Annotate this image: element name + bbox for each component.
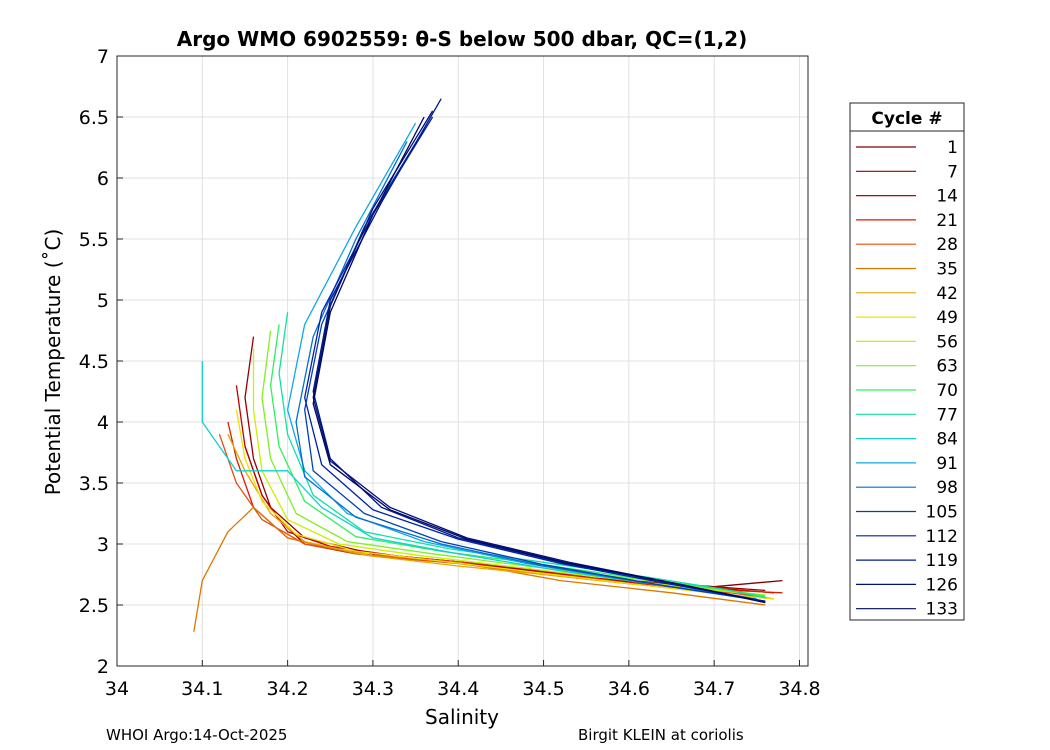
legend-label: 133: [926, 600, 958, 620]
y-tick-label: 7: [97, 46, 109, 68]
footer-right: Birgit KLEIN at coriolis: [578, 726, 744, 744]
x-tick-label: 34.2: [266, 678, 308, 700]
legend-label: 28: [936, 235, 958, 255]
legend-label: 56: [936, 332, 958, 352]
y-tick-label: 3.5: [79, 473, 109, 495]
legend-label: 7: [947, 162, 958, 182]
x-tick-label: 34.3: [352, 678, 394, 700]
series-line-cycle-112: [304, 116, 766, 602]
y-tick-label: 2: [97, 656, 109, 678]
footer-left: WHOI Argo:14-Oct-2025: [106, 726, 288, 744]
legend-label: 126: [926, 575, 958, 595]
legend-label: 105: [926, 503, 958, 523]
x-tick-label: 34.8: [778, 678, 820, 700]
legend-label: 98: [936, 478, 958, 498]
legend-label: 21: [936, 211, 958, 231]
legend-label: 49: [936, 308, 958, 328]
y-axis-label: Potential Temperature (˚C): [41, 229, 65, 496]
legend-label: 70: [936, 381, 958, 401]
x-axis-label: Salinity: [425, 705, 499, 729]
series-line-cycle-84: [201, 361, 749, 599]
series-lines: [193, 98, 783, 632]
legend-label: 112: [926, 527, 958, 547]
x-tick-label: 34.5: [522, 678, 564, 700]
legend-label: 119: [926, 551, 958, 571]
legend-label: 14: [936, 187, 958, 207]
x-tick-label: 34.6: [608, 678, 650, 700]
y-tick-label: 2.5: [79, 595, 109, 617]
legend-label: 1: [947, 138, 958, 158]
legend-label: 91: [936, 454, 958, 474]
legend: Cycle # 1 7 14 21 28 35 42 49 56 63 70 77 84 91 98 105 1…: [849, 102, 965, 621]
grid-lines: [116, 55, 808, 667]
legend-label: 77: [936, 405, 958, 425]
series-line-cycle-56: [252, 348, 766, 596]
y-tick-label: 6.5: [79, 107, 109, 129]
y-tick-label: 5: [97, 290, 109, 312]
legend-label: 35: [936, 260, 958, 280]
axes: 34 34.1 34.2 34.3 34.4 34.5 34.6 34.7 34.8 2 2.5 3 3…: [79, 46, 821, 700]
series-line-cycle-133: [312, 116, 766, 604]
legend-label: 63: [936, 357, 958, 377]
x-tick-label: 34.7: [693, 678, 735, 700]
series-line-cycle-49: [235, 409, 774, 600]
legend-title: Cycle #: [871, 109, 942, 129]
chart-title: Argo WMO 6902559: θ-S below 500 dbar, QC…: [177, 27, 747, 51]
y-tick-label: 3: [97, 534, 109, 556]
legend-label: 84: [936, 430, 958, 450]
x-tick-label: 34.4: [437, 678, 479, 700]
y-tick-label: 6: [97, 168, 109, 190]
x-tick-label: 34: [105, 678, 129, 700]
x-tick-label: 34.1: [181, 678, 223, 700]
y-tick-label: 5.5: [79, 229, 109, 251]
plot-frame: [116, 55, 809, 667]
legend-label: 42: [936, 284, 958, 304]
series-line-cycle-77: [278, 312, 766, 599]
y-tick-label: 4: [97, 412, 109, 434]
y-tick-label: 4.5: [79, 351, 109, 373]
